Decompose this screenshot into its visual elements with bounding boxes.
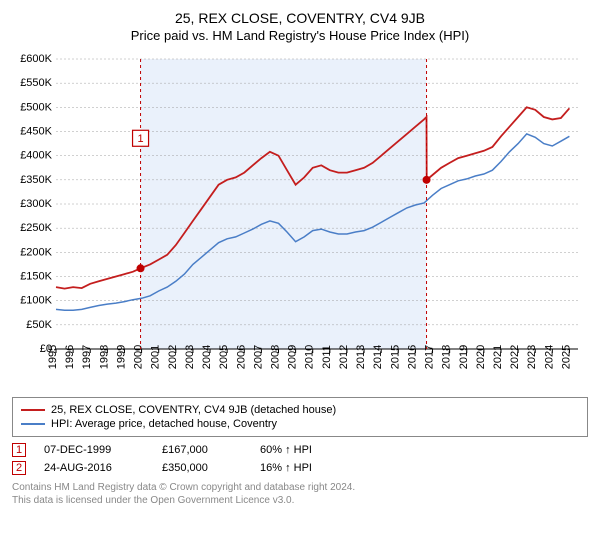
svg-text:2023: 2023 [526, 345, 538, 369]
svg-text:2002: 2002 [167, 345, 179, 369]
svg-text:£50K: £50K [26, 319, 52, 331]
footnote: Contains HM Land Registry data © Crown c… [12, 481, 588, 507]
svg-text:2006: 2006 [235, 345, 247, 369]
legend-label: 25, REX CLOSE, COVENTRY, CV4 9JB (detach… [51, 404, 336, 416]
footnote-line-1: Contains HM Land Registry data © Crown c… [12, 482, 355, 493]
svg-text:£500K: £500K [20, 101, 52, 113]
svg-text:2003: 2003 [184, 345, 196, 369]
legend-swatch [21, 409, 45, 411]
transaction-hpi-diff: 16% ↑ HPI [260, 462, 350, 474]
transaction-price: £167,000 [162, 444, 242, 456]
chart-area: £0£50K£100K£150K£200K£250K£300K£350K£400… [12, 51, 588, 391]
svg-text:2017: 2017 [424, 345, 436, 369]
svg-text:2025: 2025 [560, 345, 572, 369]
transaction-price: £350,000 [162, 462, 242, 474]
line-chart: £0£50K£100K£150K£200K£250K£300K£350K£400… [12, 51, 588, 391]
svg-text:2005: 2005 [218, 345, 230, 369]
legend-label: HPI: Average price, detached house, Cove… [51, 418, 277, 430]
svg-text:2016: 2016 [406, 345, 418, 369]
svg-text:1996: 1996 [64, 345, 76, 369]
svg-text:2013: 2013 [355, 345, 367, 369]
footnote-line-2: This data is licensed under the Open Gov… [12, 495, 294, 506]
svg-text:2024: 2024 [543, 345, 555, 369]
transaction-hpi-diff: 60% ↑ HPI [260, 444, 350, 456]
svg-text:£200K: £200K [20, 246, 52, 258]
svg-text:2014: 2014 [372, 345, 384, 369]
svg-text:2015: 2015 [389, 345, 401, 369]
svg-text:2000: 2000 [133, 345, 145, 369]
transaction-marker-icon: 1 [12, 443, 26, 457]
svg-text:2009: 2009 [287, 345, 299, 369]
svg-text:£600K: £600K [20, 53, 52, 65]
svg-text:2008: 2008 [269, 345, 281, 369]
transaction-date: 24-AUG-2016 [44, 462, 144, 474]
svg-text:£350K: £350K [20, 174, 52, 186]
svg-text:1999: 1999 [115, 345, 127, 369]
svg-text:2019: 2019 [458, 345, 470, 369]
svg-text:2010: 2010 [304, 345, 316, 369]
svg-text:£300K: £300K [20, 198, 52, 210]
transaction-row: 1 07-DEC-1999 £167,000 60% ↑ HPI [12, 443, 588, 457]
svg-text:1995: 1995 [47, 345, 59, 369]
transaction-date: 07-DEC-1999 [44, 444, 144, 456]
legend-item: HPI: Average price, detached house, Cove… [21, 418, 579, 430]
legend-item: 25, REX CLOSE, COVENTRY, CV4 9JB (detach… [21, 404, 579, 416]
transactions-table: 1 07-DEC-1999 £167,000 60% ↑ HPI 2 24-AUG-201… [12, 443, 588, 475]
svg-text:1: 1 [137, 133, 143, 145]
svg-text:£150K: £150K [20, 271, 52, 283]
svg-text:1998: 1998 [98, 345, 110, 369]
svg-text:2022: 2022 [509, 345, 521, 369]
svg-text:2012: 2012 [338, 345, 350, 369]
chart-title: 25, REX CLOSE, COVENTRY, CV4 9JB [12, 10, 588, 26]
chart-subtitle: Price paid vs. HM Land Registry's House … [12, 28, 588, 43]
svg-text:2020: 2020 [475, 345, 487, 369]
legend-swatch [21, 423, 45, 425]
legend: 25, REX CLOSE, COVENTRY, CV4 9JB (detach… [12, 397, 588, 437]
svg-text:2004: 2004 [201, 345, 213, 369]
svg-text:£450K: £450K [20, 126, 52, 138]
transaction-row: 2 24-AUG-2016 £350,000 16% ↑ HPI [12, 461, 588, 475]
svg-text:2001: 2001 [150, 345, 162, 369]
svg-text:£400K: £400K [20, 150, 52, 162]
transaction-marker-icon: 2 [12, 461, 26, 475]
svg-text:2007: 2007 [252, 345, 264, 369]
svg-text:£550K: £550K [20, 77, 52, 89]
svg-text:£100K: £100K [20, 295, 52, 307]
svg-text:2021: 2021 [492, 345, 504, 369]
svg-text:£250K: £250K [20, 222, 52, 234]
svg-text:1997: 1997 [81, 345, 93, 369]
svg-text:2018: 2018 [441, 345, 453, 369]
